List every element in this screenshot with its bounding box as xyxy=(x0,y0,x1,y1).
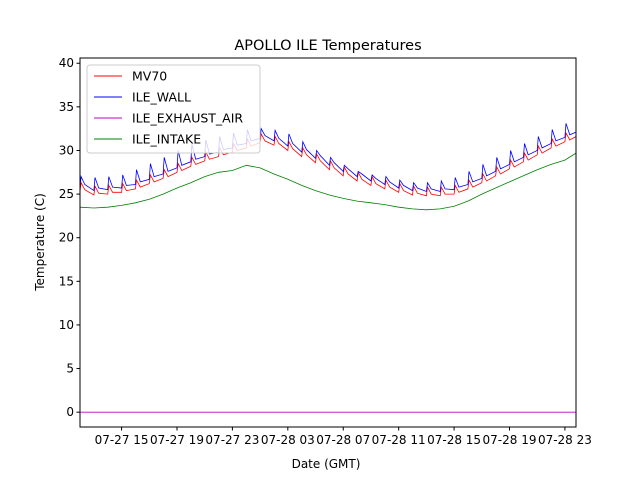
series-line-ile-intake xyxy=(79,152,577,211)
y-tick-label: 0 xyxy=(66,405,74,419)
y-tick-label: 35 xyxy=(59,100,74,114)
x-tick-label: 07-28 15 xyxy=(427,433,481,447)
series-line-mv70 xyxy=(79,131,577,197)
x-tick-label: 07-28 19 xyxy=(483,433,537,447)
x-tick-label: 07-27 23 xyxy=(205,433,259,447)
y-axis-label: Temperature (C) xyxy=(33,193,47,292)
y-tick-label: 30 xyxy=(59,143,74,157)
x-tick-label: 07-28 07 xyxy=(316,433,370,447)
y-tick-label: 10 xyxy=(59,318,74,332)
series-line-ile-wall xyxy=(79,123,577,193)
y-tick-label: 15 xyxy=(59,274,74,288)
x-tick-label: 07-27 19 xyxy=(150,433,204,447)
legend-label: MV70 xyxy=(132,69,167,84)
y-tick-label: 5 xyxy=(66,362,74,376)
y-tick-label: 25 xyxy=(59,187,74,201)
y-tick-label: 20 xyxy=(59,231,74,245)
legend-box xyxy=(86,64,261,154)
legend-label: ILE_INTAKE xyxy=(132,132,201,147)
chart-title: APOLLO ILE Temperatures xyxy=(234,38,421,54)
y-tick-label: 40 xyxy=(59,56,74,70)
x-tick-label: 07-28 03 xyxy=(261,433,315,447)
legend-label: ILE_WALL xyxy=(132,90,191,105)
x-axis-label: Date (GMT) xyxy=(292,457,361,471)
legend-label: ILE_EXHAUST_AIR xyxy=(132,111,243,126)
plot-frame xyxy=(79,57,577,428)
x-tick-label: 07-28 11 xyxy=(372,433,426,447)
legend: MV70 ILE_WALL ILE_EXHAUST_AIR ILE_INTAKE xyxy=(86,64,261,154)
x-tick-label: 07-28 23 xyxy=(538,433,592,447)
x-tick-label: 07-27 15 xyxy=(95,433,149,447)
